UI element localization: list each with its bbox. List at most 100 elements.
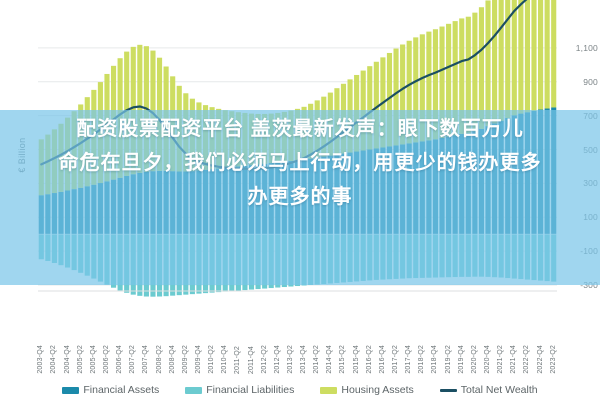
bar-financial-assets bbox=[150, 171, 156, 235]
x-tick-label: 2018-Q4 bbox=[431, 345, 439, 374]
bar-financial-assets bbox=[538, 109, 544, 235]
bar-financial-liabilities bbox=[209, 234, 215, 293]
bar-housing-assets bbox=[472, 12, 478, 132]
legend-item[interactable]: Housing Assets bbox=[320, 384, 414, 396]
bar-housing-assets bbox=[518, 0, 524, 114]
bar-housing-assets bbox=[446, 23, 452, 137]
bar-housing-assets bbox=[498, 0, 504, 121]
bar-housing-assets bbox=[393, 48, 399, 146]
bar-housing-assets bbox=[360, 70, 366, 151]
bar-housing-assets bbox=[301, 106, 307, 160]
bar-housing-assets bbox=[308, 103, 314, 159]
bar-housing-assets bbox=[492, 0, 498, 124]
x-tick-label: 2010-Q2 bbox=[208, 345, 216, 374]
x-tick-label: 2022-Q2 bbox=[523, 345, 531, 374]
bar-financial-liabilities bbox=[413, 234, 419, 279]
bar-financial-liabilities bbox=[97, 234, 103, 282]
x-tick-label: 2013-Q2 bbox=[286, 345, 294, 374]
bar-financial-liabilities bbox=[51, 234, 57, 263]
bar-financial-liabilities bbox=[189, 234, 195, 295]
bar-financial-liabilities bbox=[216, 234, 222, 293]
x-tick-label: 2012-Q4 bbox=[273, 345, 281, 374]
y-tick-label: 500 bbox=[583, 144, 598, 155]
x-tick-label: 2016-Q2 bbox=[365, 345, 373, 374]
bar-financial-assets bbox=[505, 117, 511, 235]
bar-housing-assets bbox=[104, 73, 110, 182]
bar-financial-assets bbox=[294, 160, 301, 235]
bar-housing-assets bbox=[58, 123, 64, 192]
x-tick-label: 2003-Q4 bbox=[37, 345, 45, 374]
bar-housing-assets bbox=[110, 65, 117, 180]
bar-financial-liabilities bbox=[544, 234, 550, 282]
bar-financial-liabilities bbox=[459, 234, 465, 277]
bar-financial-assets bbox=[511, 115, 517, 235]
x-tick-label: 2019-Q4 bbox=[457, 345, 465, 374]
x-tick-label: 2014-Q2 bbox=[313, 345, 321, 374]
bar-housing-assets bbox=[91, 89, 97, 185]
y-axis-title: € Billion bbox=[17, 137, 27, 173]
bar-financial-liabilities bbox=[524, 234, 530, 280]
bar-financial-assets bbox=[97, 183, 103, 235]
bar-financial-assets bbox=[413, 142, 419, 235]
bar-financial-assets bbox=[117, 177, 123, 235]
bar-financial-assets bbox=[65, 190, 71, 235]
bar-financial-liabilities bbox=[419, 234, 425, 278]
x-tick-label: 2013-Q4 bbox=[300, 345, 308, 374]
bar-housing-assets bbox=[222, 110, 228, 168]
bar-financial-assets bbox=[78, 187, 84, 235]
bar-housing-assets bbox=[137, 44, 143, 173]
legend-swatch-icon bbox=[185, 386, 203, 394]
x-tick-label: 2012-Q2 bbox=[260, 345, 268, 374]
bar-financial-assets bbox=[216, 168, 222, 235]
bar-financial-assets bbox=[524, 112, 530, 235]
bar-housing-assets bbox=[216, 108, 222, 169]
bar-financial-liabilities bbox=[38, 234, 44, 260]
bar-housing-assets bbox=[367, 66, 373, 150]
x-tick-label: 2008-Q2 bbox=[155, 345, 163, 374]
legend-swatch-icon bbox=[320, 386, 338, 394]
bar-housing-assets bbox=[163, 66, 169, 171]
bar-financial-liabilities bbox=[538, 234, 544, 281]
bar-financial-assets bbox=[518, 113, 524, 235]
legend-label: Total Net Wealth bbox=[460, 384, 538, 396]
bar-financial-assets bbox=[531, 110, 537, 235]
x-tick-label: 2008-Q4 bbox=[168, 345, 176, 374]
legend-item[interactable]: Total Net Wealth bbox=[439, 384, 538, 396]
bar-financial-assets bbox=[459, 133, 465, 235]
bar-housing-assets bbox=[97, 82, 103, 184]
bar-financial-assets bbox=[38, 195, 44, 235]
x-tick-label: 2017-Q2 bbox=[392, 345, 400, 374]
bar-financial-liabilities bbox=[170, 234, 176, 296]
x-tick-label: 2009-Q2 bbox=[181, 345, 189, 374]
bar-housing-assets bbox=[551, 0, 557, 108]
bar-financial-liabilities bbox=[117, 234, 123, 291]
legend-item[interactable]: Financial Liabilities bbox=[185, 384, 294, 396]
bar-housing-assets bbox=[347, 79, 353, 153]
bar-financial-liabilities bbox=[432, 234, 439, 278]
bar-financial-assets bbox=[229, 167, 235, 235]
bar-financial-assets bbox=[143, 171, 149, 235]
bar-housing-assets bbox=[544, 0, 550, 109]
bar-financial-liabilities bbox=[406, 234, 412, 279]
bar-financial-assets bbox=[321, 156, 327, 235]
bar-housing-assets bbox=[262, 113, 268, 164]
bar-housing-assets bbox=[78, 104, 84, 188]
bar-financial-liabilities bbox=[281, 234, 287, 288]
bar-financial-assets bbox=[360, 150, 366, 235]
bar-financial-liabilities bbox=[492, 234, 498, 278]
bar-financial-assets bbox=[110, 179, 117, 235]
bar-housing-assets bbox=[51, 129, 57, 194]
bar-financial-liabilities bbox=[58, 234, 64, 266]
bar-financial-assets bbox=[301, 159, 307, 235]
bar-housing-assets bbox=[432, 29, 439, 140]
x-tick-label: 2006-Q4 bbox=[116, 345, 124, 374]
legend-item[interactable]: Financial Assets bbox=[62, 384, 159, 396]
bar-housing-assets bbox=[459, 18, 465, 134]
bar-financial-liabilities bbox=[478, 234, 485, 277]
bar-housing-assets bbox=[354, 74, 360, 152]
bar-housing-assets bbox=[439, 26, 445, 138]
bar-financial-assets bbox=[202, 169, 209, 235]
y-tick-label: 1,100 bbox=[575, 42, 598, 53]
bar-financial-liabilities bbox=[308, 234, 314, 285]
bar-financial-assets bbox=[196, 170, 202, 235]
